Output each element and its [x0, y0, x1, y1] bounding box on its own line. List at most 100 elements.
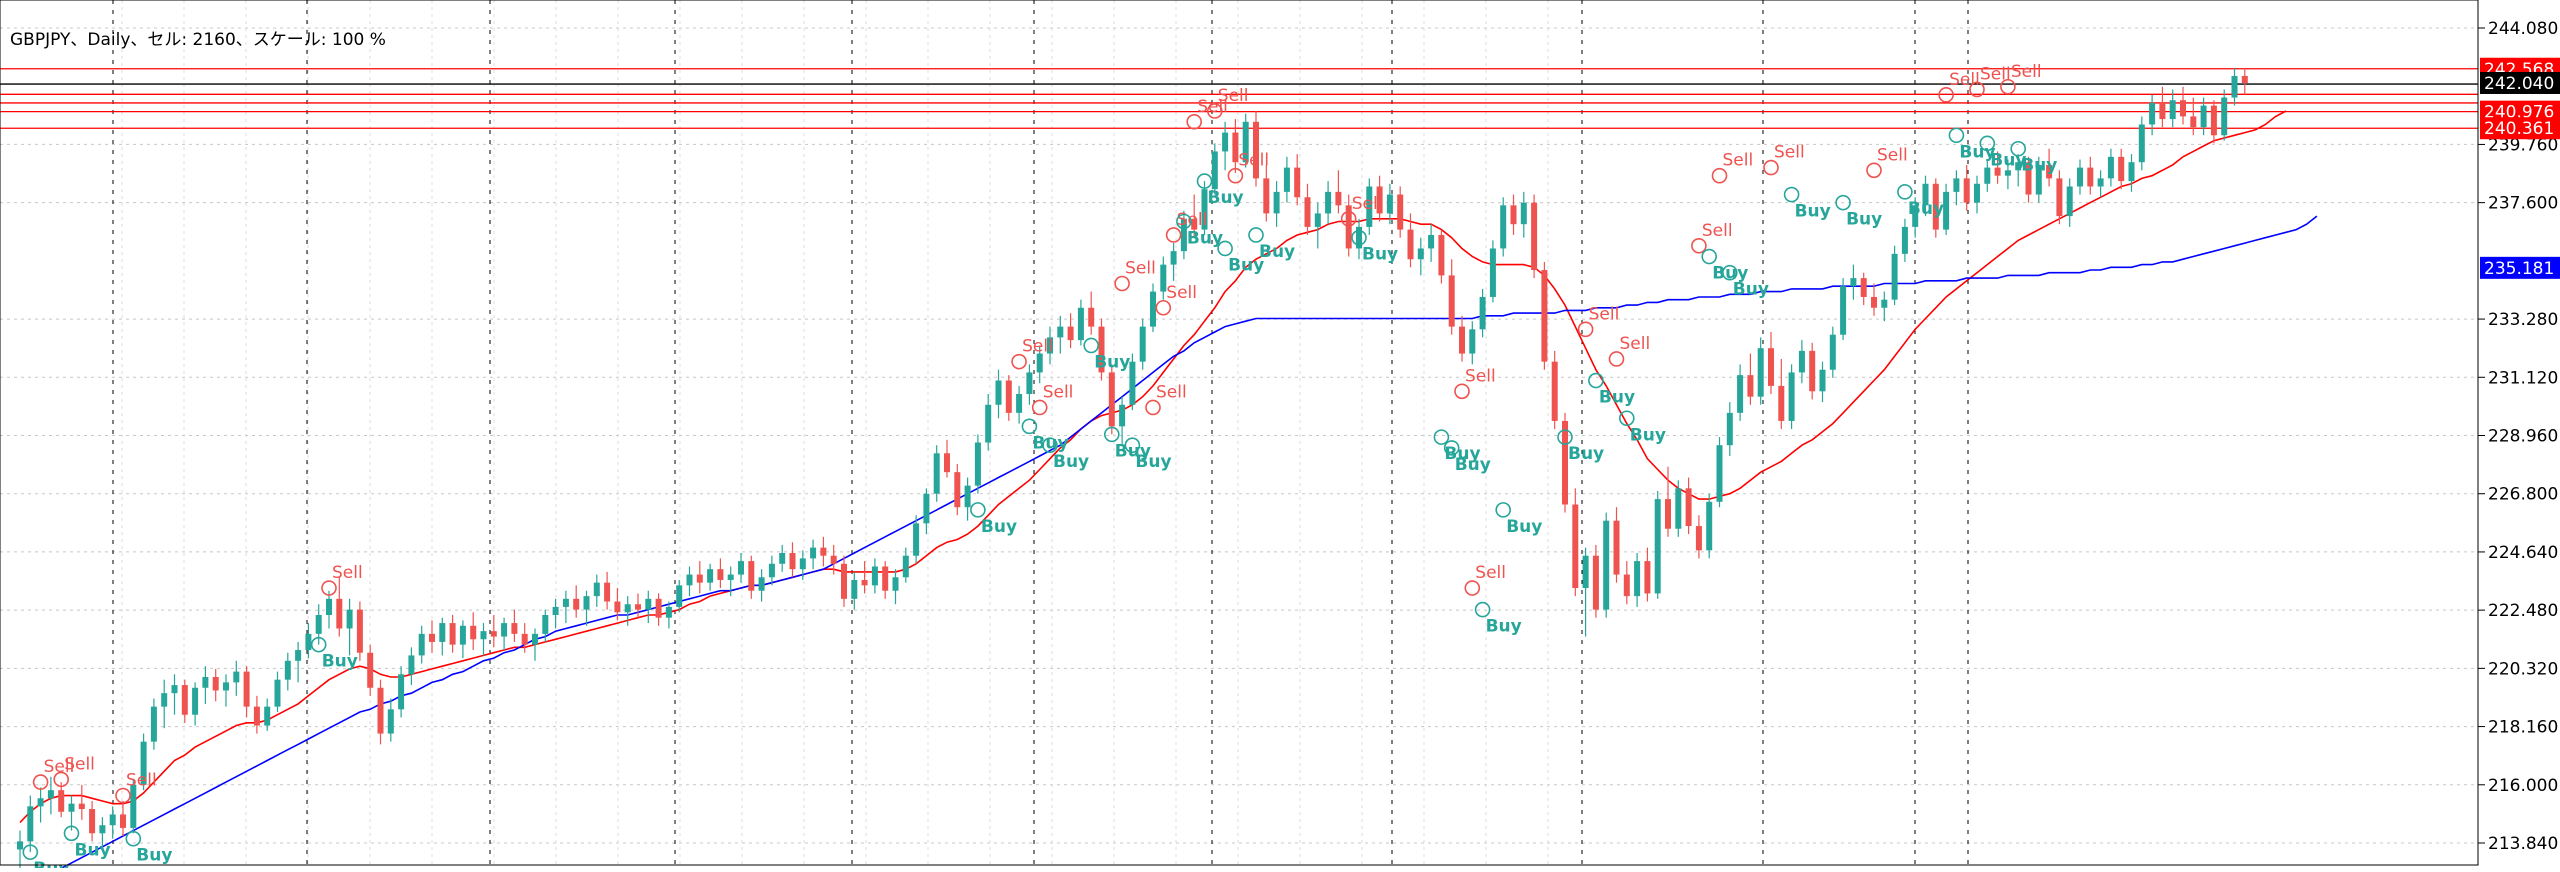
candle-body — [1088, 307, 1095, 327]
candle-body — [192, 687, 199, 715]
buy-signal-marker — [1701, 248, 1717, 265]
buy-signal-marker — [1217, 240, 1233, 257]
candle-body — [562, 598, 569, 607]
buy-signal-label: Buy — [1135, 452, 1171, 472]
candle-body — [593, 582, 600, 597]
candle-body — [1871, 296, 1877, 308]
sell-signal-marker — [1145, 399, 1161, 416]
candle-body — [305, 633, 312, 651]
candle-body — [284, 660, 291, 680]
price-label-text: 235.181 — [2484, 259, 2554, 279]
candle-body — [2077, 167, 2083, 187]
buy-signal-marker — [310, 636, 327, 653]
sell-signal-marker — [1464, 580, 1481, 596]
axis-tick-label: 220.320 — [2488, 659, 2558, 679]
candle-body — [1211, 151, 1218, 190]
candle-body — [356, 609, 363, 653]
candle-body — [758, 577, 765, 591]
candle-body — [181, 685, 188, 715]
candle-body — [1747, 375, 1754, 397]
candle-body — [1881, 299, 1888, 308]
candle-body — [1531, 202, 1538, 271]
candle-body — [2128, 162, 2135, 182]
buy-signal-marker — [1124, 437, 1141, 454]
sell-signal-marker — [321, 580, 337, 596]
candle-body — [490, 631, 497, 637]
candle-body — [1726, 412, 1733, 446]
buy-signal-marker — [2010, 140, 2026, 157]
buy-signal-label: Buy — [1959, 142, 1995, 162]
candle-body — [99, 825, 106, 834]
candle-body — [2035, 164, 2042, 195]
candle-body — [1850, 278, 1857, 287]
sell-signal-label: Sell — [1166, 283, 1197, 303]
buy-signal-label: Buy — [1908, 199, 1944, 219]
buy-signal-marker — [1474, 601, 1491, 618]
buy-signal-marker — [1196, 173, 1213, 189]
candle-body — [624, 604, 631, 613]
price-axis[interactable]: 244.080 239.760 237.600 233.280 231.120 228.9… — [2478, 19, 2558, 854]
candle-body — [377, 687, 384, 734]
sell-signal-marker — [115, 787, 131, 804]
candle-body — [367, 652, 374, 688]
candle-body — [429, 633, 435, 642]
candle-body — [1860, 278, 1867, 297]
buy-signal-label: Buy — [1455, 455, 1491, 475]
candle-body — [2107, 156, 2114, 179]
buy-signal-marker — [1495, 502, 1511, 518]
candle-body — [861, 579, 868, 586]
candle-body — [1582, 555, 1589, 589]
candle-body — [1294, 167, 1301, 198]
candle-body — [1428, 234, 1435, 249]
candle-body — [1963, 178, 1970, 203]
sell-signal-marker — [1340, 211, 1357, 227]
candle-body — [387, 709, 394, 734]
buy-signal-label: Buy — [322, 652, 358, 672]
buy-signal-marker — [1248, 227, 1264, 243]
candle-body — [1417, 248, 1424, 260]
candle-body — [789, 553, 796, 570]
candle-body — [665, 606, 672, 618]
candle-body — [470, 625, 477, 640]
buy-signal-marker — [1835, 194, 1851, 211]
candle-body — [264, 706, 271, 726]
candle-body — [68, 803, 75, 812]
candle-body — [408, 655, 415, 675]
candle-body — [583, 596, 590, 610]
axis-tick-label: 213.840 — [2488, 834, 2558, 854]
candle-body — [2221, 97, 2228, 136]
sell-signal-label: Sell — [1980, 64, 2011, 84]
candle-body — [1974, 183, 1980, 203]
price-label-box — [2480, 256, 2560, 279]
buy-signal-label: Buy — [1444, 444, 1480, 464]
sell-signal-label: Sell — [1352, 194, 1383, 214]
sell-signal-marker — [1577, 321, 1594, 338]
buy-signal-label: Buy — [33, 859, 69, 868]
candle-body — [1634, 561, 1641, 597]
candle-body — [1448, 275, 1455, 327]
candle-body — [748, 561, 755, 591]
candle-body — [1572, 504, 1579, 589]
candle-body — [1891, 253, 1898, 300]
axis-tick-label: 226.800 — [2488, 485, 2558, 505]
candle-body — [1489, 248, 1496, 297]
candle-body — [1325, 191, 1332, 214]
sell-signal-label: Sell — [44, 757, 75, 777]
buy-signal-label: Buy — [136, 846, 172, 866]
axis-tick-label: 239.760 — [2488, 135, 2558, 155]
candle-body — [109, 814, 116, 826]
sell-signal-marker — [53, 771, 70, 788]
sell-signal-marker — [1711, 167, 1728, 184]
candle-body — [1788, 372, 1795, 421]
candle-body — [768, 563, 775, 578]
axis-tick-label: 218.160 — [2488, 718, 2558, 738]
candle-body — [820, 547, 827, 556]
candle-body — [1654, 499, 1661, 594]
candle-body — [974, 442, 981, 486]
buy-signal-label: Buy — [1486, 617, 1522, 637]
candle-body — [78, 803, 85, 810]
candle-body — [1005, 380, 1012, 413]
